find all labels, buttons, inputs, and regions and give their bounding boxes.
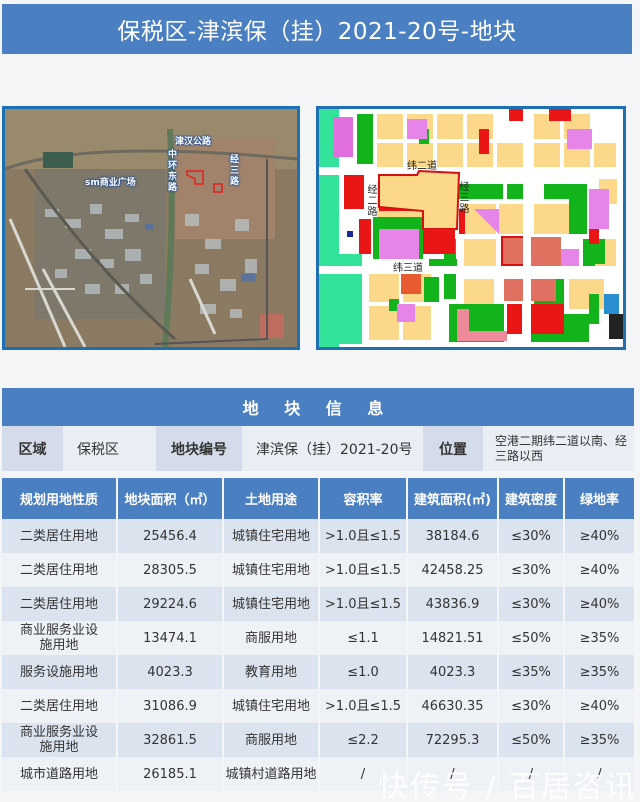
cell-building-area: 72295.3 [407,723,499,757]
header-plot-area: 地块面积（㎡） [117,478,224,519]
plot-summary-row: 区域 保税区 地块编号 津滨保（挂）2021-20号 位置 空港二期纬二道以南、… [2,426,634,471]
table-row: 二类居住用地 28305.5 城镇住宅用地 >1.0且≤1.5 42458.25… [2,553,634,587]
cell-green-ratio: ≥35% [564,655,634,689]
table-row: 服务设施用地 4023.3 教育用地 ≤1.0 4023.3 ≤35% ≥35% [2,655,634,689]
land-use-plan-map: 纬二道 经二路 经三路 纬三道 [316,106,626,350]
cell-plot-ratio: >1.0且≤1.5 [319,553,408,587]
region-label: 区域 [2,426,63,471]
table-row: 二类居住用地 29224.6 城镇住宅用地 >1.0且≤1.5 43836.9 … [2,587,634,621]
location-value: 空港二期纬二道以南、经三路以西 [483,426,634,471]
satellite-map: 津汉公路 中环东路 经三路 sm商业广场 [2,106,300,350]
cell-building-area: 38184.6 [407,519,499,553]
cell-plot-ratio: / [319,757,408,791]
cell-plot-ratio: >1.0且≤1.5 [319,587,408,621]
header-building-area: 建筑面积(㎡) [407,478,499,519]
table-row: 二类居住用地 31086.9 城镇住宅用地 >1.0且≤1.5 46630.35… [2,689,634,723]
cell-building-area: 14821.51 [407,621,499,655]
cell-green-ratio: ≥40% [564,553,634,587]
cell-land-purpose: 教育用地 [223,655,320,689]
header-building-density: 建筑密度 [498,478,565,519]
label-jing3-road: 经三路 [228,154,238,187]
cell-building-density: / [498,757,565,791]
cell-land-use-type: 二类居住用地 [2,587,118,621]
cell-building-density: ≤50% [498,723,565,757]
plot-details-table: 规划用地性质 地块面积（㎡） 土地用途 容积率 建筑面积(㎡) 建筑密度 绿地率… [2,478,634,791]
cell-building-area: 42458.25 [407,553,499,587]
page-title: 保税区-津滨保（挂）2021-20号-地块 [2,4,632,54]
cell-plot-area: 28305.5 [117,553,224,587]
cell-land-use-type: 二类居住用地 [2,519,118,553]
cell-plot-ratio: >1.0且≤1.5 [319,689,408,723]
header-land-purpose: 土地用途 [223,478,320,519]
cell-green-ratio: ≥40% [564,519,634,553]
cell-land-use-type: 服务设施用地 [2,655,118,689]
plot-number-value: 津滨保（挂）2021-20号 [242,426,423,471]
cell-plot-ratio: ≤1.0 [319,655,408,689]
cell-green-ratio: ≥40% [564,689,634,723]
cell-land-purpose: 城镇住宅用地 [223,587,320,621]
land-use-plan-image [319,109,623,347]
cell-plot-ratio: ≤1.1 [319,621,408,655]
cell-plot-area: 29224.6 [117,587,224,621]
header-land-use-type: 规划用地性质 [2,478,118,519]
cell-building-area: 4023.3 [407,655,499,689]
cell-land-purpose: 商服用地 [223,723,320,757]
region-value: 保税区 [63,426,156,471]
cell-green-ratio: ≥40% [564,587,634,621]
satellite-image [5,109,297,347]
table-header-row: 规划用地性质 地块面积（㎡） 土地用途 容积率 建筑面积(㎡) 建筑密度 绿地率 [2,478,634,519]
cell-building-area: 43836.9 [407,587,499,621]
cell-land-purpose: 城镇住宅用地 [223,519,320,553]
table-row: 二类居住用地 25456.4 城镇住宅用地 >1.0且≤1.5 38184.6 … [2,519,634,553]
cell-land-use-type: 商业服务业设施用地 [2,621,118,655]
label-jing2-road: 经二路 [365,184,376,217]
label-sm-plaza: sm商业广场 [85,178,136,188]
cell-building-area: 46630.35 [407,689,499,723]
cell-green-ratio: / [564,757,634,791]
cell-plot-ratio: ≤2.2 [319,723,408,757]
cell-plot-area: 32861.5 [117,723,224,757]
cell-building-density: ≤30% [498,553,565,587]
cell-land-purpose: 城镇住宅用地 [223,689,320,723]
cell-plot-area: 13474.1 [117,621,224,655]
cell-land-purpose: 商服用地 [223,621,320,655]
cell-plot-ratio: >1.0且≤1.5 [319,519,408,553]
cell-building-density: ≤30% [498,519,565,553]
cell-building-density: ≤30% [498,587,565,621]
cell-land-use-type: 二类居住用地 [2,553,118,587]
table-row: 城市道路用地 26185.1 城镇村道路用地 / / / / [2,757,634,791]
header-green-ratio: 绿地率 [564,478,634,519]
label-jinhan-road: 津汉公路 [175,137,212,147]
cell-land-purpose: 城镇村道路用地 [223,757,320,791]
table-row: 商业服务业设施用地 32861.5 商服用地 ≤2.2 72295.3 ≤50%… [2,723,634,757]
cell-building-density: ≤30% [498,689,565,723]
cell-land-purpose: 城镇住宅用地 [223,553,320,587]
plot-info-banner: 地 块 信 息 [2,388,634,426]
location-label: 位置 [423,426,483,471]
cell-green-ratio: ≥35% [564,723,634,757]
cell-plot-area: 25456.4 [117,519,224,553]
cell-land-use-type: 二类居住用地 [2,689,118,723]
cell-land-use-type: 商业服务业设施用地 [2,723,118,757]
cell-land-use-type: 城市道路用地 [2,757,118,791]
cell-plot-area: 31086.9 [117,689,224,723]
table-row: 商业服务业设施用地 13474.1 商服用地 ≤1.1 14821.51 ≤50… [2,621,634,655]
plot-number-label: 地块编号 [156,426,242,471]
cell-building-density: ≤50% [498,621,565,655]
label-wei2-road: 纬二道 [407,161,437,172]
label-jing3-road-plan: 经三路 [457,181,468,214]
label-zhonghuan-road: 中环东路 [166,149,176,193]
cell-building-density: ≤35% [498,655,565,689]
label-wei3-road: 纬三道 [393,263,423,274]
cell-plot-area: 26185.1 [117,757,224,791]
cell-green-ratio: ≥35% [564,621,634,655]
cell-plot-area: 4023.3 [117,655,224,689]
cell-building-area: / [407,757,499,791]
header-plot-ratio: 容积率 [319,478,408,519]
